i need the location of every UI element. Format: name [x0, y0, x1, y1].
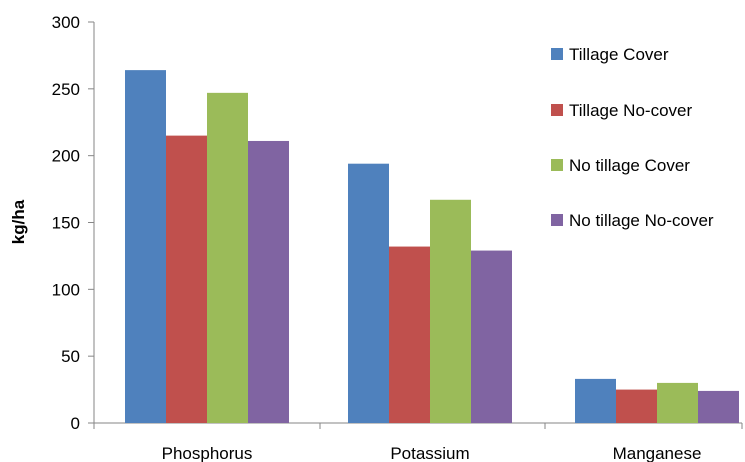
y-tick-label: 200 — [52, 147, 80, 166]
legend-label: No tillage No-cover — [569, 211, 714, 230]
bar-tillage-no-cover-manganese — [616, 389, 657, 423]
bar-tillage-no-cover-phosphorus — [166, 135, 207, 423]
legend-swatch — [551, 214, 563, 226]
bar-no-tillage-cover-phosphorus — [207, 92, 248, 424]
y-tick-label: 0 — [71, 414, 80, 433]
bars — [125, 70, 739, 424]
y-tick-label: 300 — [52, 13, 80, 32]
y-axis: 0 50 100 150 200 250 300 — [52, 13, 95, 433]
y-tick-label: 250 — [52, 80, 80, 99]
legend-swatch — [551, 159, 563, 171]
y-tick-label: 50 — [61, 347, 80, 366]
bar-no-tillage-cover-manganese — [657, 382, 698, 423]
bar-no-tillage-no-cover-phosphorus — [248, 140, 289, 424]
bar-tillage-cover-potassium — [348, 163, 389, 424]
y-tick-label: 100 — [52, 280, 80, 299]
x-axis: Phosphorus Potassium Manganese — [93, 422, 743, 462]
bar-no-tillage-no-cover-potassium — [471, 250, 512, 423]
bar-no-tillage-no-cover-manganese — [698, 390, 739, 423]
y-axis-title: kg/ha — [9, 199, 28, 244]
bar-no-tillage-cover-potassium — [430, 199, 471, 423]
legend-swatch — [551, 48, 563, 60]
bar-tillage-cover-phosphorus — [125, 70, 166, 424]
legend-swatch — [551, 104, 563, 116]
x-tick-label: Potassium — [390, 444, 469, 462]
bar-tillage-no-cover-potassium — [389, 246, 430, 423]
x-tick-label: Manganese — [613, 444, 702, 462]
legend-label: Tillage Cover — [569, 45, 669, 64]
legend: Tillage Cover Tillage No-cover No tillage … — [551, 45, 714, 230]
legend-label: Tillage No-cover — [569, 101, 692, 120]
x-tick-label: Phosphorus — [162, 444, 253, 462]
legend-label: No tillage Cover — [569, 156, 690, 175]
y-tick-label: 150 — [52, 214, 80, 233]
bar-tillage-cover-manganese — [575, 378, 616, 423]
